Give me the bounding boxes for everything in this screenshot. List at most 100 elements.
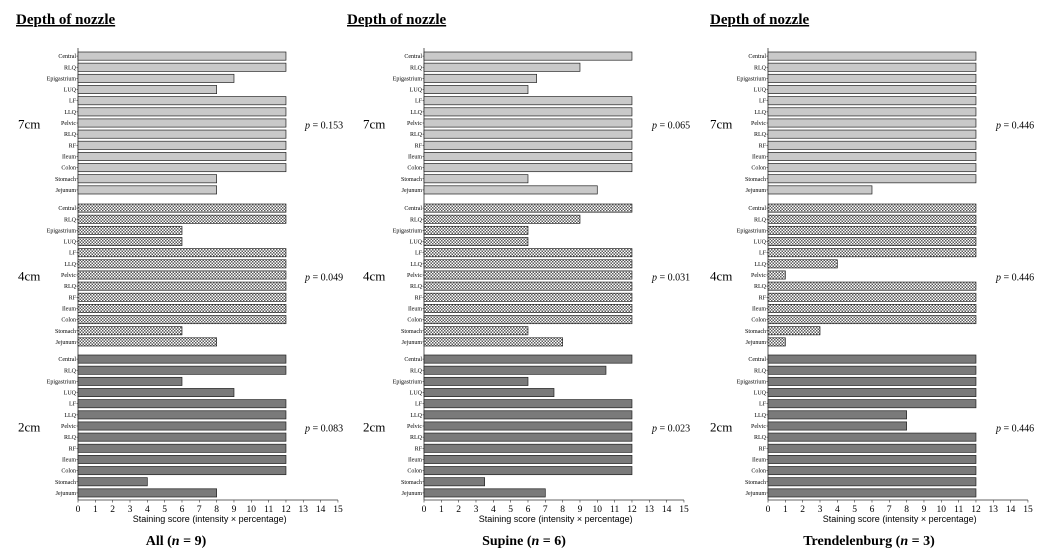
category-label: Epigastrium	[393, 76, 423, 82]
category-label: RF	[415, 143, 423, 149]
category-label: Pelvic	[751, 121, 766, 127]
bar	[423, 376, 529, 386]
p-symbol: p	[995, 423, 1001, 434]
p-symbol: p	[651, 120, 657, 131]
p-symbol: p	[304, 120, 310, 131]
p-equals: =	[310, 272, 321, 283]
p-value: p = 0.446	[995, 120, 1034, 131]
n-equals: =	[908, 534, 923, 549]
category-label: RLQ	[64, 435, 77, 441]
group-depth-2cm: 2cm p = 0.446 Central RLQ Epigastrium LUQ LF LL…	[710, 354, 1034, 498]
panel-title: Supine (n = 6)	[482, 534, 566, 549]
category-label: Colon	[407, 469, 422, 475]
bar	[767, 51, 977, 61]
group-depth-7cm: 7cm p = 0.446 Central RLQ Epigastrium LUQ LF LL…	[710, 51, 1034, 195]
category-label: Pelvic	[61, 424, 76, 430]
category-label: LF	[759, 251, 767, 257]
panel-title-name: All	[146, 534, 164, 549]
bar	[77, 455, 287, 464]
bar	[77, 214, 287, 224]
bar	[423, 421, 633, 431]
category-label: RLQ	[410, 368, 423, 374]
category-label: LLQ	[754, 262, 766, 268]
group-depth-4cm: 4cm p = 0.031 Central RLQ Epigastrium LUQ LF LL…	[363, 203, 690, 347]
panel-header: Depth of nozzle	[16, 12, 115, 28]
p-value: p = 0.083	[304, 423, 343, 434]
group-depth-4cm: 4cm p = 0.446 Central RLQ Epigastrium LUQ LF LL…	[710, 203, 1034, 347]
x-tick-label: 1	[783, 505, 788, 515]
category-label: LF	[759, 402, 767, 408]
group-depth-2cm: 2cm p = 0.083 Central RLQ Epigastrium LUQ LF LL…	[18, 354, 343, 498]
n-value: 3	[923, 534, 930, 549]
bar	[423, 237, 529, 246]
category-label: LLQ	[64, 262, 76, 268]
bar	[767, 270, 786, 280]
bar	[423, 140, 633, 150]
bar	[767, 421, 907, 431]
bar	[767, 129, 977, 139]
category-label: LF	[415, 251, 423, 257]
bar	[767, 73, 977, 83]
bar	[77, 185, 217, 195]
bar	[77, 73, 235, 83]
bar	[77, 96, 287, 106]
category-label: LF	[69, 402, 77, 408]
x-tick-label: 2	[456, 505, 461, 515]
category-label: RLQ	[754, 132, 767, 138]
p-value: p = 0.446	[995, 423, 1034, 434]
category-label: Jejunum	[402, 188, 423, 194]
bar	[767, 248, 977, 258]
category-label: LUQ	[64, 88, 77, 94]
bar	[77, 421, 287, 431]
category-label: LUQ	[754, 391, 767, 397]
category-label: Ileum	[408, 306, 422, 312]
bar	[423, 455, 633, 464]
category-label: Central	[58, 206, 76, 212]
category-label: Epigastrium	[47, 76, 77, 82]
bar	[767, 304, 977, 313]
bar	[77, 477, 148, 487]
x-tick-label: 2	[110, 505, 115, 515]
bar	[423, 315, 633, 325]
x-tick-label: 11	[610, 505, 619, 515]
category-label: RLQ	[410, 132, 423, 138]
category-label: Epigastrium	[737, 228, 767, 234]
bar	[767, 237, 977, 246]
bar	[423, 62, 581, 72]
category-label: RLQ	[410, 65, 423, 71]
category-label: Jejunum	[402, 491, 423, 497]
category-label: Pelvic	[407, 121, 422, 127]
n-equals: =	[180, 534, 195, 549]
bar	[767, 365, 977, 375]
category-label: RLQ	[64, 217, 77, 223]
category-label: RLQ	[410, 435, 423, 441]
category-label: Jejunum	[746, 491, 767, 497]
x-tick-label: 2	[800, 505, 805, 515]
category-label: Ileum	[752, 306, 766, 312]
x-tick-label: 7	[543, 505, 548, 515]
group-depth-2cm: 2cm p = 0.023 Central RLQ Epigastrium LUQ LF LL…	[363, 354, 690, 498]
bar	[767, 225, 977, 235]
panel-title: All (n = 9)	[146, 534, 207, 549]
bar	[423, 163, 633, 173]
n-value: 6	[554, 534, 561, 549]
p-equals: =	[310, 423, 321, 434]
group-label: 7cm	[363, 116, 385, 131]
bar	[423, 214, 581, 224]
bar	[767, 62, 977, 72]
category-label: LUQ	[754, 88, 767, 94]
bar	[423, 152, 633, 161]
group-label: 7cm	[710, 116, 732, 131]
x-tick-label: 5	[508, 505, 513, 515]
p-equals: =	[1001, 423, 1012, 434]
category-label: RLQ	[410, 284, 423, 290]
category-label: RF	[759, 295, 767, 301]
bar	[77, 152, 287, 161]
p-equals: =	[657, 423, 668, 434]
bar	[77, 129, 287, 139]
category-label: Stomach	[401, 329, 422, 335]
p-value: p = 0.065	[651, 120, 690, 131]
p-equals: =	[1001, 120, 1012, 131]
bar	[77, 376, 183, 386]
x-tick-label: 9	[922, 505, 927, 515]
